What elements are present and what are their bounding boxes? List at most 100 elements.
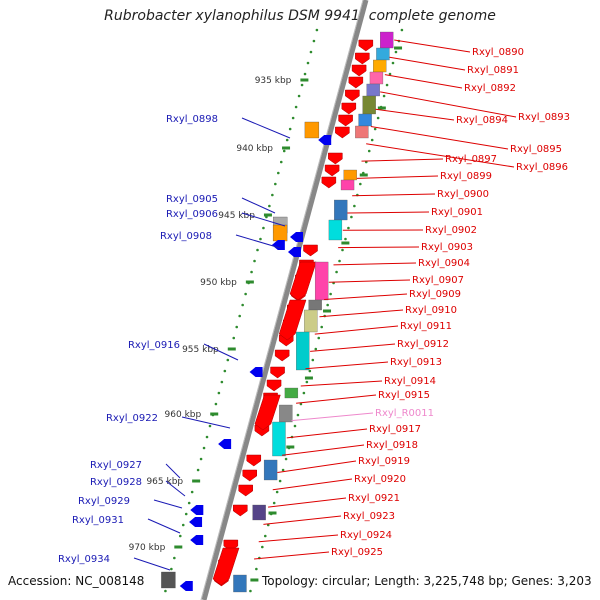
right-gene-leader [328,279,411,283]
right-gene-label: Rxyl_0920 [354,474,406,485]
scale-dot [232,336,236,340]
scale-dot [256,248,259,252]
right-gene-label: Rxyl_0923 [343,511,395,522]
scale-dot [320,325,324,329]
reverse-gene-arrow [179,581,193,591]
right-gene-label: Rxyl_0903 [421,242,473,253]
left-gene-label: Rxyl_0898 [166,114,218,125]
right-gene-leader [380,91,517,118]
scale-dot [255,567,258,571]
right-gene-leader [263,515,342,525]
right-gene-label: Rxyl_0893 [518,112,570,123]
left-gene-label: Rxyl_0905 [166,194,218,205]
right-gene-leader [338,246,420,249]
scale-dot [373,127,377,131]
right-gene-leader [352,193,436,197]
right-gene-leader [333,262,417,266]
forward-gene-arrow [242,469,257,482]
forward-gene-arrow [328,152,343,165]
reverse-gene-block [161,571,176,589]
scale-dot [205,435,209,439]
scale-dot [272,501,276,505]
scale-dot [208,424,212,428]
scale-dot [190,490,194,494]
scale-dot [279,160,283,164]
genome-backbone-edge [200,0,364,600]
left-gene-leader [153,499,183,509]
scale-dot [281,468,285,472]
right-gene-leader [347,211,430,214]
forward-gene-arrow [335,126,350,139]
scale-tick-label: 955 kbp [182,345,219,355]
cog-color-block [233,574,247,593]
scale-dot [249,589,252,593]
scale-dot [341,248,344,252]
scale-dot [170,567,173,571]
scale-dot [312,39,316,43]
scale-dot [268,204,271,208]
scale-dot [276,171,280,175]
scale-dot [302,391,306,395]
right-gene-leader [254,551,330,560]
right-gene-leader [296,394,377,404]
forward-gene-arrow [246,454,262,467]
cog-color-block [252,504,266,521]
scale-dot [261,545,264,549]
cog-color-block [328,219,343,241]
forward-gene-arrow [274,349,290,362]
right-gene-leader [356,175,439,179]
right-gene-label: Rxyl_0899 [440,171,492,182]
right-gene-label: Rxyl_0892 [464,83,516,94]
scale-dot [202,446,206,450]
forward-gene-arrow [324,164,340,177]
left-gene-leader [241,117,291,139]
scale-dot [315,28,319,32]
cog-color-block [314,261,329,301]
forward-gene-arrow [351,64,367,77]
scale-dot [274,182,277,186]
scale-dot [294,105,298,109]
right-gene-label: Rxyl_0901 [431,207,483,218]
scale-dot [329,292,332,296]
right-gene-leader [366,143,515,168]
left-gene-label: Rxyl_0934 [58,554,110,565]
right-gene-leader [305,361,389,370]
forward-gene-arrow [321,176,337,189]
forward-gene-block [278,299,307,341]
scale-dot [241,303,244,307]
left-gene-leader [241,212,286,227]
scale-dot [253,259,256,263]
right-gene-label: Rxyl_0917 [369,424,421,435]
left-gene-label: Rxyl_0928 [90,477,142,488]
scale-dot [347,226,350,230]
cog-color-block [343,169,357,181]
right-gene-label: Rxyl_0924 [340,530,392,541]
left-gene-leader [165,463,181,479]
right-gene-leader [319,309,404,318]
forward-gene-arrow [348,76,364,89]
right-gene-leader [384,74,463,89]
right-gene-leader [258,534,339,543]
cog-color-block [358,113,372,127]
right-gene-label: Rxyl_0910 [405,305,457,316]
forward-gene-arrow [341,102,357,115]
left-gene-label: Rxyl_0908 [160,231,212,242]
scale-dot [164,589,167,593]
right-gene-label: Rxyl_0895 [510,144,562,155]
scale-dot [250,270,253,274]
cog-color-block [369,71,384,85]
right-gene-leader [370,126,509,150]
left-gene-leader [147,518,181,534]
right-gene-label: Rxyl_0925 [331,547,383,558]
scale-dot [303,72,307,76]
scale-dot [196,468,200,472]
scale-dot [376,116,380,120]
right-gene-leader [310,343,396,352]
right-gene-label: Rxyl_0909 [409,289,461,300]
right-gene-leader [272,478,353,491]
scale-dot [282,149,286,153]
right-gene-leader [268,497,347,508]
scale-dot [217,391,221,395]
right-gene-leader [361,158,444,162]
